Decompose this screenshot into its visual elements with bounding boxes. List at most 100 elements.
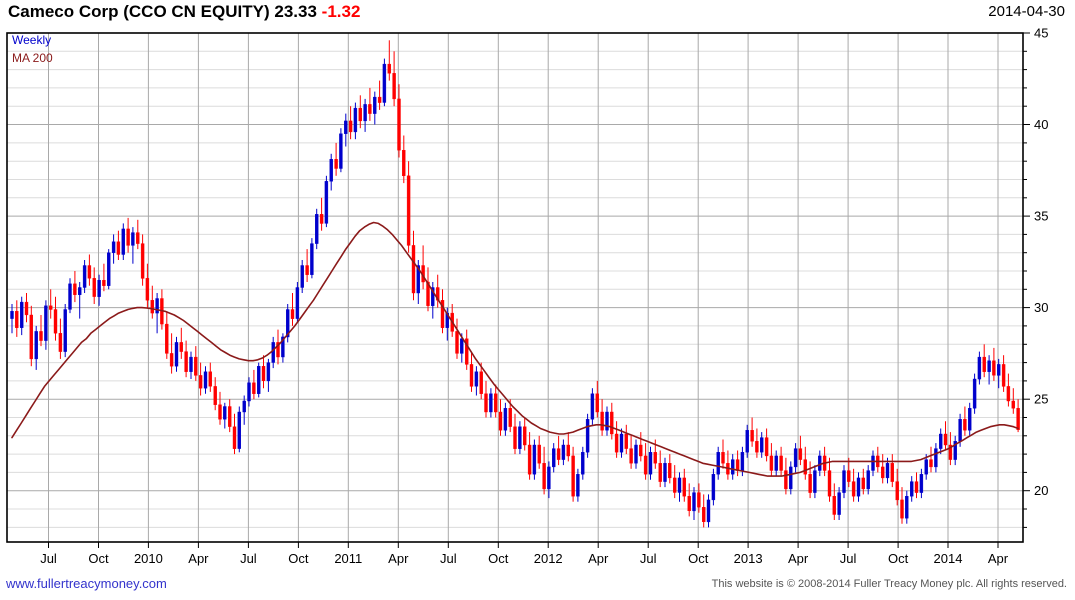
candlestick[interactable] <box>63 304 67 358</box>
candlestick[interactable] <box>203 366 208 394</box>
candlestick[interactable] <box>489 388 493 418</box>
candlestick[interactable] <box>266 358 271 392</box>
candlestick[interactable] <box>881 454 885 484</box>
candlestick[interactable] <box>300 260 304 293</box>
candlestick[interactable] <box>731 454 735 480</box>
candlestick[interactable] <box>914 472 919 499</box>
candlestick[interactable] <box>856 472 861 502</box>
candlestick[interactable] <box>353 102 358 140</box>
candlestick[interactable] <box>851 468 856 502</box>
candlestick[interactable] <box>789 461 793 495</box>
candlestick[interactable] <box>10 304 14 334</box>
candlestick[interactable] <box>49 289 53 319</box>
candlestick[interactable] <box>547 461 551 499</box>
candlestick[interactable] <box>402 135 406 184</box>
candlestick[interactable] <box>702 494 706 528</box>
candlestick[interactable] <box>585 413 590 458</box>
candlestick[interactable] <box>668 454 672 484</box>
candlestick[interactable] <box>329 153 333 191</box>
candlestick[interactable] <box>629 435 633 469</box>
candlestick[interactable] <box>39 315 43 347</box>
candlestick[interactable] <box>939 428 943 455</box>
candlestick[interactable] <box>397 84 401 158</box>
candlestick[interactable] <box>861 468 865 495</box>
candlestick[interactable] <box>837 487 841 520</box>
candlestick[interactable] <box>697 483 701 513</box>
candlestick[interactable] <box>295 282 300 323</box>
candlestick[interactable] <box>315 208 319 250</box>
candlestick[interactable] <box>827 457 832 502</box>
candlestick[interactable] <box>145 263 150 308</box>
candlestick[interactable] <box>116 230 121 260</box>
candlestick[interactable] <box>523 417 527 451</box>
candlestick[interactable] <box>972 373 977 414</box>
candlestick[interactable] <box>581 446 585 480</box>
candlestick[interactable] <box>716 446 720 480</box>
candlestick[interactable] <box>556 435 561 466</box>
candlestick[interactable] <box>503 402 508 436</box>
candlestick[interactable] <box>189 351 193 379</box>
candlestick[interactable] <box>348 106 353 140</box>
candlestick[interactable] <box>97 274 101 306</box>
candlestick[interactable] <box>576 468 580 502</box>
candlestick[interactable] <box>498 399 503 436</box>
candlestick[interactable] <box>73 271 77 303</box>
candlestick[interactable] <box>900 487 904 524</box>
candlestick[interactable] <box>721 439 725 469</box>
candlestick[interactable] <box>29 305 33 367</box>
candlestick[interactable] <box>992 347 996 381</box>
candlestick[interactable] <box>174 336 179 372</box>
candlestick[interactable] <box>155 293 159 334</box>
candlestick[interactable] <box>542 446 546 495</box>
candlestick[interactable] <box>847 457 851 488</box>
candlestick[interactable] <box>813 465 817 499</box>
candlestick[interactable] <box>310 238 314 279</box>
candlestick[interactable] <box>876 446 880 473</box>
candlestick[interactable] <box>140 234 145 286</box>
candlestick[interactable] <box>242 395 246 425</box>
candlestick[interactable] <box>784 457 788 495</box>
candlestick[interactable] <box>257 362 261 398</box>
candlestick[interactable] <box>165 311 169 359</box>
candlestick[interactable] <box>136 219 140 250</box>
chart-canvas-wrapper[interactable]: 20 25 30 35 40 45 Jul Oct 2010 Apr Jul Oct 2011 Apr J… <box>0 28 1075 573</box>
candlestick[interactable] <box>382 58 387 107</box>
candlestick[interactable] <box>232 413 237 455</box>
candlestick[interactable] <box>968 402 972 436</box>
candlestick[interactable] <box>755 428 759 458</box>
candlestick[interactable] <box>953 435 957 466</box>
candlestick[interactable] <box>160 289 164 330</box>
candlestick[interactable] <box>339 128 343 173</box>
candlestick[interactable] <box>963 406 967 436</box>
candlestick[interactable] <box>779 446 783 477</box>
candlestick[interactable] <box>150 285 155 319</box>
candlestick[interactable] <box>832 483 836 520</box>
candlestick[interactable] <box>184 340 188 378</box>
candlestick[interactable] <box>77 282 82 319</box>
candlestick[interactable] <box>121 223 126 260</box>
candlestick[interactable] <box>102 263 106 292</box>
candlestick[interactable] <box>808 461 812 499</box>
candlestick[interactable] <box>319 197 324 231</box>
candlestick[interactable] <box>552 443 556 473</box>
candlestick[interactable] <box>373 91 377 125</box>
candlestick[interactable] <box>692 487 696 520</box>
candlestick[interactable] <box>793 443 798 473</box>
candlestick[interactable] <box>494 384 498 418</box>
candlestick[interactable] <box>987 355 991 385</box>
candlestick[interactable] <box>344 113 348 147</box>
candlestick[interactable] <box>208 362 213 392</box>
candlestick[interactable] <box>600 399 604 436</box>
candlestick[interactable] <box>281 333 285 363</box>
site-url-link[interactable]: www.fullertreacymoney.com <box>6 576 167 591</box>
candlestick[interactable] <box>198 362 203 396</box>
candlestick[interactable] <box>24 293 29 323</box>
candlestick[interactable] <box>866 465 870 495</box>
candlestick[interactable] <box>92 267 96 304</box>
candlestick[interactable] <box>455 318 459 359</box>
candlestick[interactable] <box>677 472 682 502</box>
candlestick[interactable] <box>842 465 846 499</box>
candlestick[interactable] <box>934 443 938 473</box>
candlestick[interactable] <box>440 289 445 334</box>
